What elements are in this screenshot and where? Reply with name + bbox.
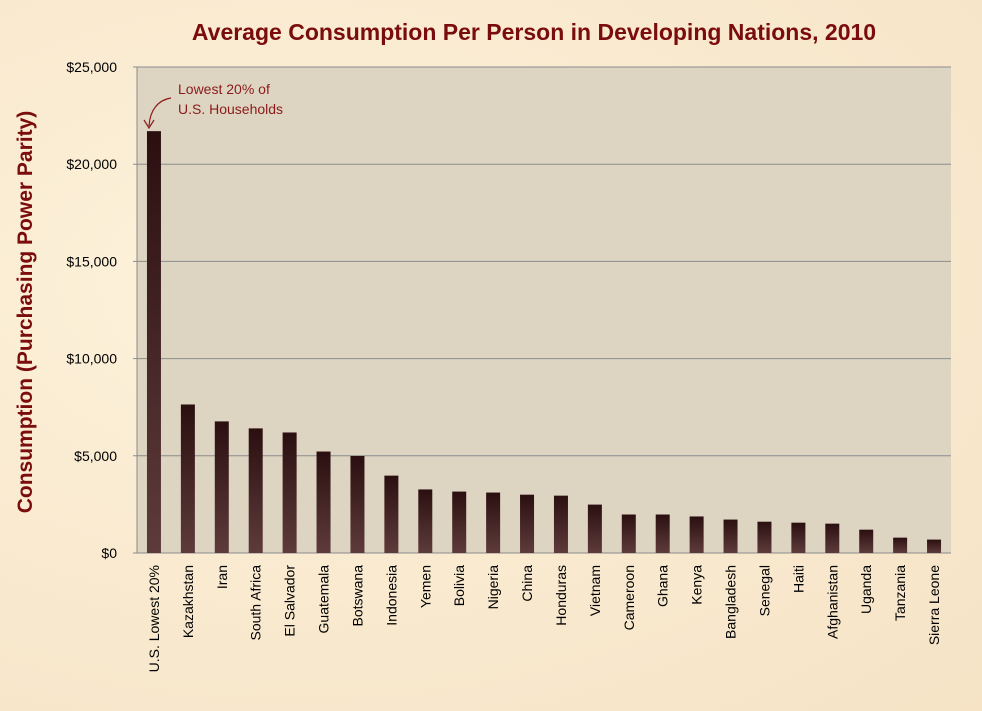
bar [146, 131, 161, 554]
y-tick-label: $15,000 [66, 253, 117, 269]
annotation: Lowest 20% of U.S. Households [143, 81, 283, 130]
x-tick-label: El Salvador [282, 565, 298, 637]
bar [553, 495, 568, 553]
annotation-arrow [148, 97, 172, 127]
y-tick-label: $5,000 [74, 448, 117, 464]
bar [587, 504, 602, 553]
bar [282, 432, 297, 553]
bar [927, 539, 942, 553]
bar [655, 514, 670, 553]
bar [418, 489, 433, 553]
bar [621, 514, 636, 553]
annotation-arrowhead [143, 119, 155, 130]
x-tick-label: Ghana [655, 565, 671, 607]
bar [859, 529, 874, 553]
bar [791, 522, 806, 553]
x-tick-label: Iran [214, 565, 230, 589]
bar [214, 421, 229, 553]
bar [180, 404, 195, 553]
x-tick-label: Tanzania [892, 565, 908, 621]
x-tick-label: Haiti [790, 565, 806, 593]
x-tick-label: Honduras [553, 565, 569, 626]
bar [248, 428, 263, 553]
x-tick-label: Senegal [756, 565, 772, 616]
x-tick-label: Bolivia [451, 565, 467, 606]
x-tick-label: Botswana [349, 565, 365, 627]
bar [825, 523, 840, 553]
bar [893, 537, 908, 553]
x-tick-label: Sierra Leone [926, 565, 942, 645]
x-tick-label: Guatemala [316, 565, 332, 634]
bar [757, 521, 772, 553]
x-tick-label: Nigeria [485, 565, 501, 610]
x-tick-label: Kazakhstan [180, 565, 196, 638]
x-tick-label: Kenya [689, 565, 705, 605]
x-tick-label: South Africa [248, 565, 264, 641]
x-tick-label: U.S. Lowest 20% [146, 565, 162, 672]
y-tick-label: $20,000 [66, 156, 117, 172]
x-tick-label: China [519, 565, 535, 602]
chart-title: Average Consumption Per Person in Develo… [192, 19, 876, 45]
bar [452, 491, 467, 553]
bar [384, 475, 399, 553]
bar [723, 519, 738, 553]
annotation-line-1: Lowest 20% of [178, 81, 270, 97]
x-tick-label: Bangladesh [723, 565, 739, 639]
x-tick-label: Indonesia [383, 565, 399, 626]
plot-area [137, 67, 951, 553]
x-tick-label: Yemen [417, 565, 433, 608]
bar [689, 516, 704, 553]
annotation-line-2: U.S. Households [178, 101, 283, 117]
bar [350, 455, 365, 553]
x-tick-label: Afghanistan [824, 565, 840, 639]
bar [486, 492, 501, 553]
y-tick-label: $25,000 [66, 59, 117, 75]
x-tick-label: Cameroon [621, 565, 637, 630]
x-tick-label: Uganda [858, 565, 874, 614]
x-tick-label: Vietnam [587, 565, 603, 616]
y-tick-label: $10,000 [66, 351, 117, 367]
y-axis-label: Consumption (Purchasing Power Parity) [14, 111, 37, 514]
bar [316, 451, 331, 553]
bar [520, 494, 535, 553]
y-tick-label: $0 [101, 545, 117, 561]
